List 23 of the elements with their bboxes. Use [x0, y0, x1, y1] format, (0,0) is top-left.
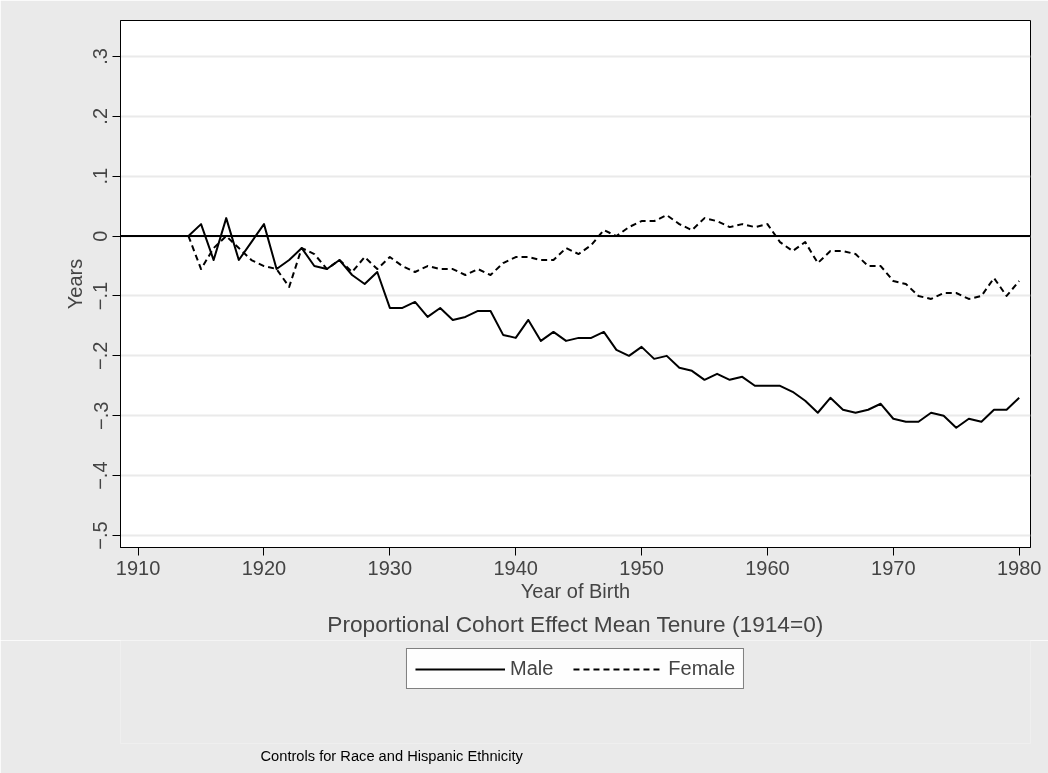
- x-tick-label: 1980: [996, 556, 1042, 579]
- y-tick-label: −.2: [89, 341, 112, 371]
- y-tick-label: .3: [89, 48, 112, 65]
- y-tick-label: 0: [89, 230, 112, 242]
- text: Controls for Race and Hispanic Ethnicity: [260, 747, 524, 764]
- y-axis-title: Years: [63, 258, 86, 310]
- y-tick-label: .2: [89, 107, 112, 125]
- x-tick-label: 1910: [115, 556, 161, 579]
- y-tick-label: −.1: [89, 281, 112, 311]
- x-axis-title: Year of Birth: [520, 579, 631, 602]
- x-tick-label: 1940: [493, 556, 538, 579]
- legend-label: Male: [509, 657, 554, 680]
- x-tick-label: 1930: [367, 556, 413, 579]
- y-tick-label: −.4: [89, 461, 112, 490]
- x-tick-label: 1920: [241, 556, 287, 579]
- x-tick-label: 1970: [871, 556, 916, 579]
- legend-label: Female: [668, 657, 736, 680]
- y-tick-label: −.5: [89, 521, 112, 550]
- text: Proportional Cohort Effect Mean Tenure (1914=0): [327, 610, 824, 637]
- x-tick-label: 1960: [745, 556, 790, 579]
- y-tick-label: .1: [89, 167, 112, 185]
- y-tick-label: −.3: [89, 401, 112, 430]
- x-tick-label: 1950: [619, 556, 664, 579]
